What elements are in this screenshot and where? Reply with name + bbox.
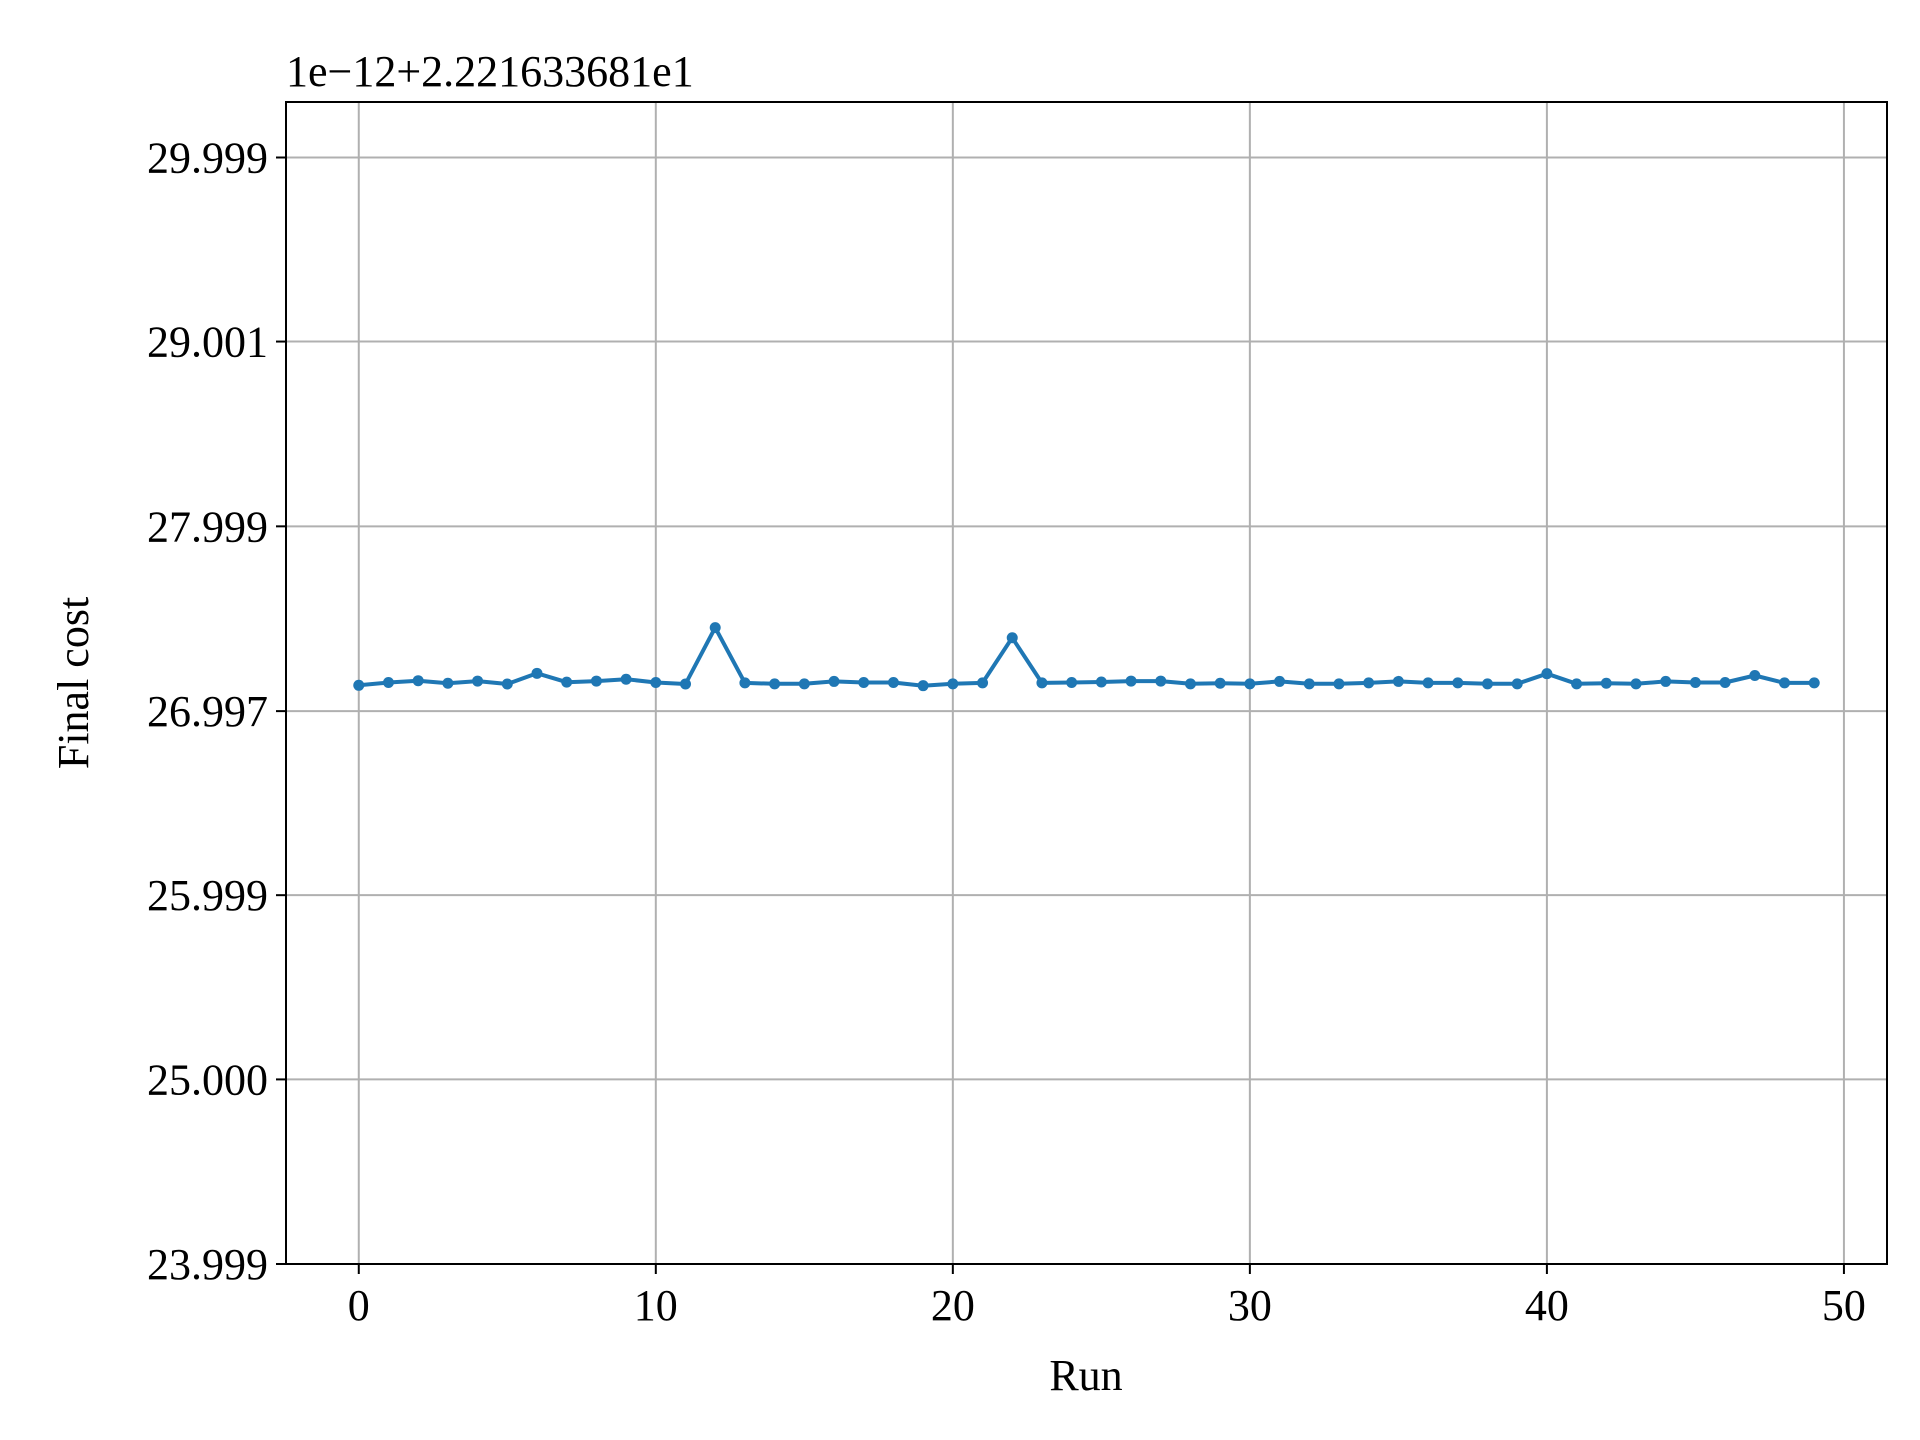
y-tick-label: 27.999 [147,502,268,551]
data-point [828,675,840,687]
data-point [620,673,632,685]
tick-layer: 0 10 20 30 40 50 23.999 25.000 25.999 26.997 27.99… [147,134,1866,1330]
data-point [739,677,751,689]
data-point [382,677,394,689]
data-point [1600,677,1612,689]
x-tick-label: 40 [1525,1281,1569,1330]
data-point [1155,675,1167,687]
data-point [769,678,781,690]
data-point [561,676,573,688]
data-point [1036,677,1048,689]
data-point [353,679,365,691]
y-tick-label: 25.999 [147,871,268,920]
data-point [1689,677,1701,689]
data-point [1660,675,1672,687]
data-point [1571,678,1583,690]
data-point [1244,678,1256,690]
data-point [1541,668,1553,680]
data-point [1452,677,1464,689]
data-point [1274,675,1286,687]
y-tick-label: 25.000 [147,1055,268,1104]
data-point [1363,677,1375,689]
data-point [1511,678,1523,690]
plot-frame [285,101,1888,1265]
data-point [501,678,513,690]
data-point [709,622,721,634]
data-point [1214,677,1226,689]
data-point [858,677,870,689]
data-point [531,667,543,679]
y-axis-label: Final cost [49,597,98,769]
series-layer [353,622,1820,692]
data-point [977,677,989,689]
data-point [1303,678,1315,690]
x-tick-label: 10 [634,1281,678,1330]
data-point [1719,677,1731,689]
x-tick-label: 20 [931,1281,975,1330]
data-point [1006,632,1018,644]
y-tick-label: 26.997 [147,687,268,736]
data-point [590,675,602,687]
axis-offset-text: 1e−12+2.221633681e1 [286,47,694,96]
data-point [887,677,899,689]
data-point [1184,678,1196,690]
data-point [917,680,929,692]
x-tick-label: 0 [348,1281,370,1330]
data-point [1808,677,1820,689]
x-tick-label: 50 [1822,1281,1866,1330]
data-point [680,678,692,690]
data-point [650,677,662,689]
x-axis-label: Run [1049,1351,1122,1400]
data-point [1779,677,1791,689]
data-point [947,678,959,690]
grid-lines [286,102,1887,1265]
y-tick-label: 23.999 [147,1240,268,1289]
data-point [1125,675,1137,687]
data-point [1333,678,1345,690]
data-point [798,678,810,690]
y-tick-label: 29.999 [147,134,268,183]
data-point [1422,677,1434,689]
y-tick-label: 29.001 [147,318,268,367]
data-point [1630,678,1642,690]
series-line [356,625,1817,688]
data-point [442,677,454,689]
data-point [1095,676,1107,688]
data-point [1392,675,1404,687]
data-point [412,675,424,687]
data-point [472,675,484,687]
x-tick-label: 30 [1228,1281,1272,1330]
data-point [1066,677,1078,689]
data-point [1749,670,1761,682]
data-point [1481,678,1493,690]
